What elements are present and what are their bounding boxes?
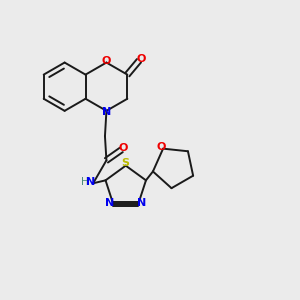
Text: N: N [137, 198, 146, 208]
Text: N: N [105, 198, 114, 208]
Text: N: N [86, 177, 96, 188]
Text: O: O [136, 54, 146, 64]
Text: S: S [122, 158, 130, 168]
Text: O: O [102, 56, 111, 66]
Text: O: O [119, 143, 128, 154]
Text: H: H [81, 177, 89, 188]
Text: O: O [157, 142, 166, 152]
Text: N: N [102, 107, 111, 117]
